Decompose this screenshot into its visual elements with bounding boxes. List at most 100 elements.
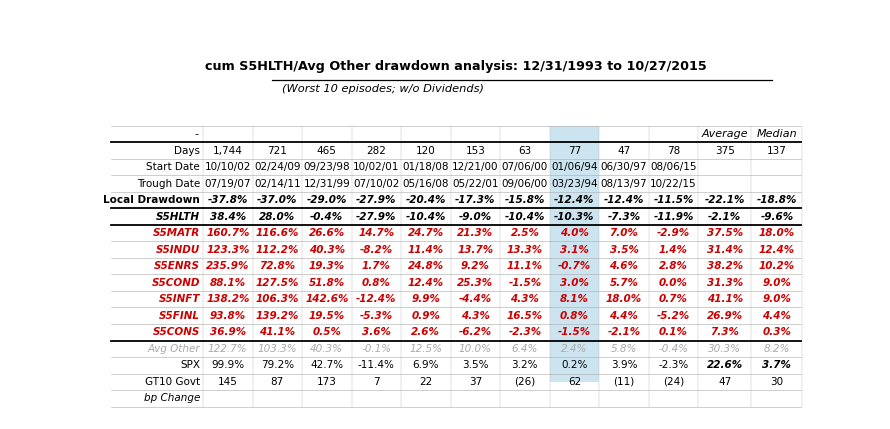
Text: Start Date: Start Date: [147, 162, 200, 172]
Text: -11.9%: -11.9%: [653, 211, 693, 222]
Text: 116.6%: 116.6%: [255, 228, 299, 238]
Text: 2.6%: 2.6%: [411, 327, 441, 337]
Text: -37.8%: -37.8%: [207, 195, 248, 205]
Text: -9.0%: -9.0%: [459, 211, 492, 222]
Text: -2.3%: -2.3%: [659, 360, 689, 370]
Text: 31.4%: 31.4%: [707, 245, 743, 255]
Text: 30.3%: 30.3%: [708, 344, 741, 354]
Text: 01/06/94: 01/06/94: [551, 162, 598, 172]
Text: 19.3%: 19.3%: [309, 261, 344, 271]
Text: 106.3%: 106.3%: [255, 294, 299, 304]
Text: 01/18/08: 01/18/08: [402, 162, 449, 172]
Text: 2.8%: 2.8%: [659, 261, 688, 271]
Text: -8.2%: -8.2%: [360, 245, 392, 255]
Text: 25.3%: 25.3%: [457, 278, 493, 288]
Text: 09/23/98: 09/23/98: [303, 162, 350, 172]
Text: 40.3%: 40.3%: [309, 245, 344, 255]
Text: S5CONS: S5CONS: [153, 327, 200, 337]
Text: 05/22/01: 05/22/01: [452, 178, 498, 189]
Text: 9.0%: 9.0%: [763, 294, 791, 304]
Text: 42.7%: 42.7%: [311, 360, 344, 370]
Text: 38.2%: 38.2%: [707, 261, 743, 271]
Text: 3.5%: 3.5%: [610, 245, 638, 255]
Text: -2.9%: -2.9%: [657, 228, 690, 238]
Text: S5MATR: S5MATR: [153, 228, 200, 238]
Text: 37: 37: [469, 377, 482, 387]
Text: 14.7%: 14.7%: [359, 228, 394, 238]
Text: 10/22/15: 10/22/15: [651, 178, 697, 189]
Text: 4.4%: 4.4%: [610, 311, 638, 321]
Text: 13.3%: 13.3%: [506, 245, 543, 255]
Text: Days: Days: [174, 145, 200, 156]
Text: -20.4%: -20.4%: [406, 195, 446, 205]
Text: S5ENRS: S5ENRS: [154, 261, 200, 271]
Text: -15.8%: -15.8%: [505, 195, 545, 205]
Text: 28.0%: 28.0%: [259, 211, 295, 222]
Text: 16.5%: 16.5%: [506, 311, 543, 321]
Text: 24.7%: 24.7%: [408, 228, 444, 238]
Text: 3.1%: 3.1%: [560, 245, 589, 255]
Text: 07/10/02: 07/10/02: [353, 178, 400, 189]
Text: 139.2%: 139.2%: [255, 311, 299, 321]
Text: 11.4%: 11.4%: [408, 245, 444, 255]
Text: S5FINL: S5FINL: [159, 311, 200, 321]
Text: GT10 Govt: GT10 Govt: [145, 377, 200, 387]
Text: 09/06/00: 09/06/00: [502, 178, 548, 189]
Text: 6.9%: 6.9%: [413, 360, 439, 370]
Text: 72.8%: 72.8%: [259, 261, 295, 271]
Text: 18.0%: 18.0%: [606, 294, 642, 304]
Text: 26.9%: 26.9%: [707, 311, 743, 321]
Text: -22.1%: -22.1%: [705, 195, 745, 205]
Text: -1.5%: -1.5%: [508, 278, 541, 288]
Text: Median: Median: [756, 129, 797, 139]
Text: 0.2%: 0.2%: [562, 360, 587, 370]
Text: -18.8%: -18.8%: [756, 195, 797, 205]
Text: -12.4%: -12.4%: [603, 195, 644, 205]
Text: 142.6%: 142.6%: [305, 294, 349, 304]
Text: -: -: [194, 129, 198, 139]
Text: 0.7%: 0.7%: [659, 294, 688, 304]
Text: 137: 137: [767, 145, 787, 156]
Text: 0.8%: 0.8%: [560, 311, 589, 321]
Text: Avg Other: Avg Other: [148, 344, 200, 354]
Text: 47: 47: [618, 145, 631, 156]
Text: 160.7%: 160.7%: [206, 228, 249, 238]
Text: 1.7%: 1.7%: [362, 261, 391, 271]
Text: 235.9%: 235.9%: [206, 261, 249, 271]
Text: 10.0%: 10.0%: [459, 344, 492, 354]
Text: -11.4%: -11.4%: [358, 360, 395, 370]
Text: 3.6%: 3.6%: [362, 327, 391, 337]
Text: 2.5%: 2.5%: [511, 228, 539, 238]
Text: -0.7%: -0.7%: [558, 261, 591, 271]
Text: 47: 47: [718, 377, 732, 387]
Text: 122.7%: 122.7%: [208, 344, 247, 354]
Text: 6.4%: 6.4%: [512, 344, 538, 354]
Text: 18.0%: 18.0%: [759, 228, 795, 238]
Text: 4.3%: 4.3%: [461, 311, 490, 321]
Text: 12.5%: 12.5%: [409, 344, 442, 354]
Text: 08/13/97: 08/13/97: [601, 178, 647, 189]
Text: Trough Date: Trough Date: [137, 178, 200, 189]
Text: 88.1%: 88.1%: [210, 278, 246, 288]
Text: 3.7%: 3.7%: [763, 360, 791, 370]
Text: 4.0%: 4.0%: [560, 228, 589, 238]
Text: 7: 7: [373, 377, 380, 387]
Text: 19.5%: 19.5%: [309, 311, 344, 321]
Text: 11.1%: 11.1%: [506, 261, 543, 271]
Text: 77: 77: [568, 145, 581, 156]
Text: 02/14/11: 02/14/11: [254, 178, 301, 189]
Text: 10/02/01: 10/02/01: [353, 162, 400, 172]
Text: -12.4%: -12.4%: [356, 294, 397, 304]
Text: 5.7%: 5.7%: [610, 278, 638, 288]
Text: 07/06/00: 07/06/00: [502, 162, 548, 172]
Text: 07/19/07: 07/19/07: [205, 178, 251, 189]
Text: 0.0%: 0.0%: [659, 278, 688, 288]
Text: (24): (24): [663, 377, 684, 387]
Text: 127.5%: 127.5%: [255, 278, 299, 288]
Text: -9.6%: -9.6%: [760, 211, 793, 222]
Text: SPX: SPX: [181, 360, 200, 370]
Text: 2.4%: 2.4%: [562, 344, 587, 354]
Text: -2.1%: -2.1%: [607, 327, 641, 337]
Text: 30: 30: [771, 377, 783, 387]
Text: 8.1%: 8.1%: [560, 294, 589, 304]
